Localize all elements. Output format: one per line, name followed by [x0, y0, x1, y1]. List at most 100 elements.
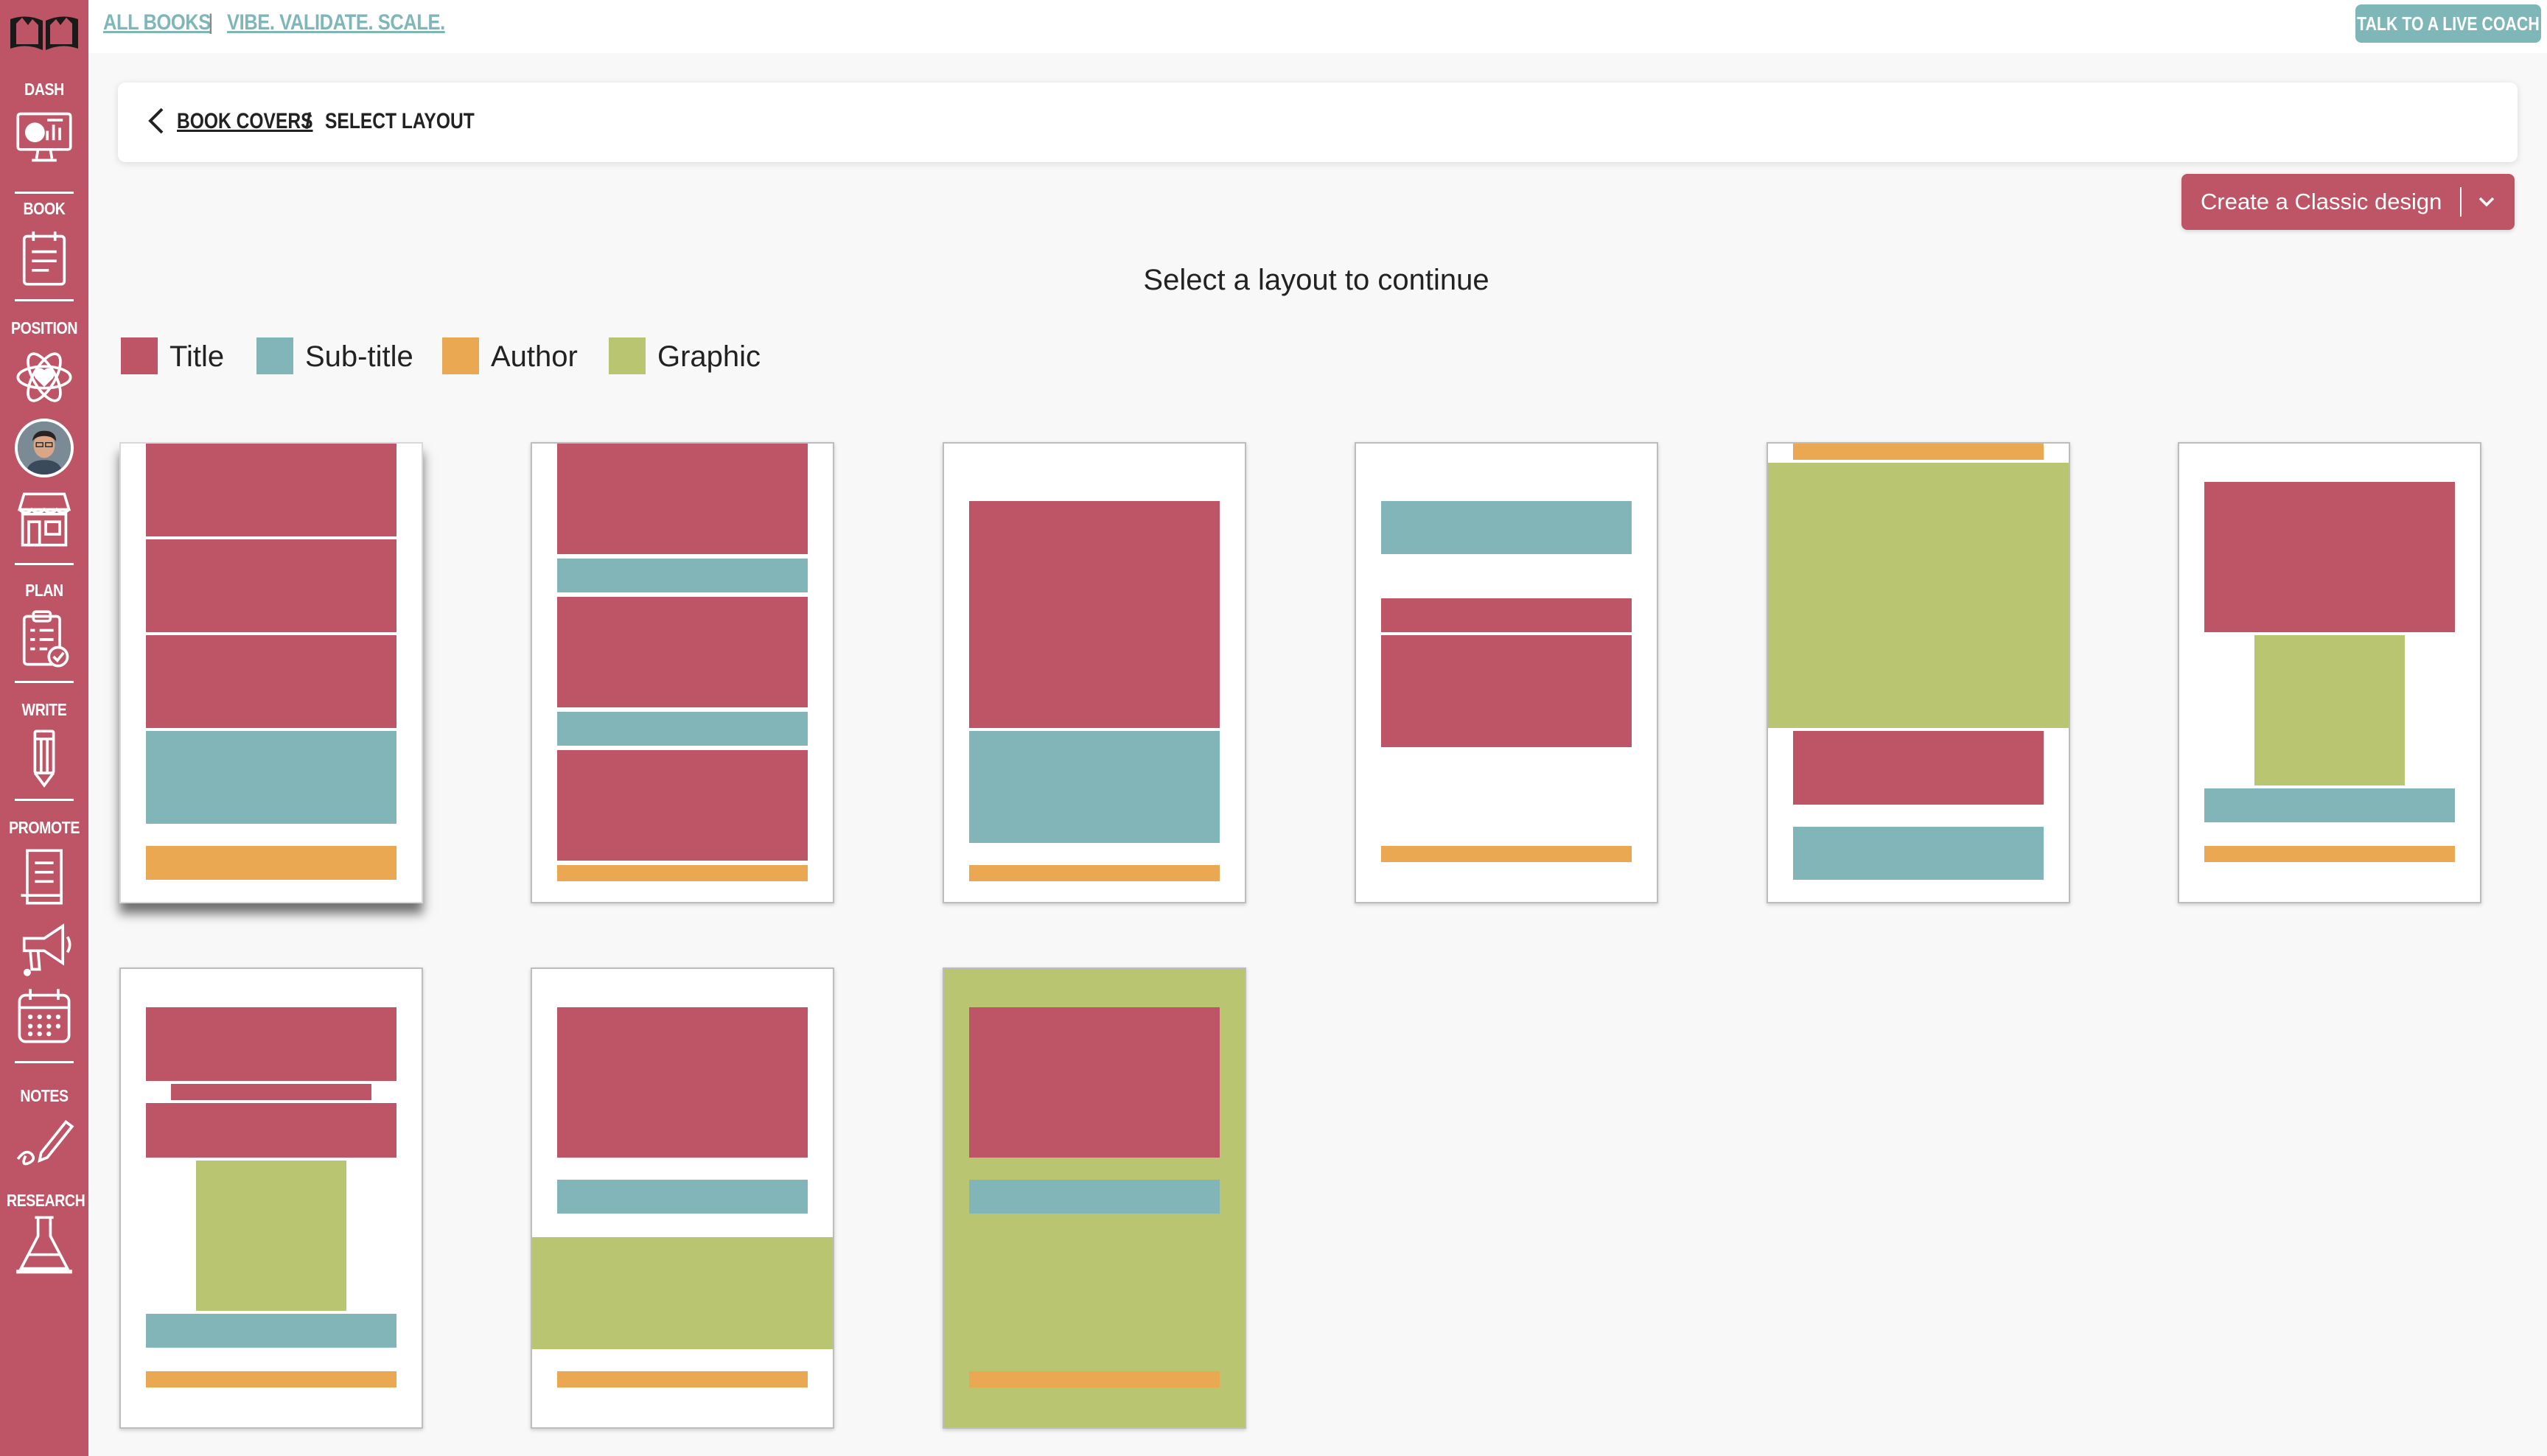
graphic-block — [196, 1161, 346, 1311]
title-block — [969, 501, 1220, 728]
button-divider — [2460, 187, 2462, 217]
subtitle-block — [146, 1314, 396, 1348]
open-book-icon[interactable] — [6, 9, 83, 55]
legend-swatch-title — [121, 337, 158, 374]
chevron-left-icon[interactable] — [142, 105, 174, 137]
author-block — [557, 865, 808, 881]
chevron-down-icon[interactable] — [2472, 187, 2501, 217]
title-block — [2204, 482, 2455, 632]
notebook-icon[interactable] — [12, 225, 77, 290]
subtitle-block — [557, 712, 808, 746]
breadcrumb-separator: / — [305, 109, 312, 133]
sidebar-label-promote: PROMOTE — [9, 818, 80, 837]
legend-swatch-subtitle — [256, 337, 293, 374]
title-block — [1381, 598, 1632, 632]
clipboard-check-icon[interactable] — [12, 607, 77, 672]
title-block — [146, 539, 396, 632]
legend-label-graphic: Graphic — [657, 340, 761, 373]
all-books-link[interactable]: ALL BOOKS — [103, 10, 211, 35]
create-classic-design-button[interactable]: Create a Classic design — [2181, 174, 2515, 230]
page-heading: Select a layout to continue — [1143, 264, 1489, 296]
author-block — [1793, 444, 2044, 460]
title-block — [146, 1103, 396, 1158]
pencil-icon[interactable] — [12, 725, 77, 790]
graphic-block — [532, 1237, 833, 1349]
legend-label-title: Title — [170, 340, 225, 373]
layout-card-1[interactable] — [119, 442, 423, 903]
author-block — [146, 846, 396, 880]
top-bar: ALL BOOKS | VIBE. VALIDATE. SCALE. TALK … — [88, 0, 2547, 53]
talk-to-coach-button[interactable]: TALK TO A LIVE COACH — [2355, 4, 2541, 43]
sidebar-divider — [15, 1061, 74, 1063]
author-block — [557, 1371, 808, 1387]
subtitle-block — [969, 731, 1220, 843]
title-block — [557, 444, 808, 554]
sidebar-divider — [15, 299, 74, 301]
title-block — [557, 750, 808, 861]
sidebar-label-research: RESEARCH — [7, 1191, 85, 1210]
sidebar-label-book: BOOK — [23, 199, 66, 218]
title-block — [146, 635, 396, 728]
graphic-block — [2254, 635, 2405, 785]
calendar-icon[interactable] — [12, 984, 77, 1049]
megaphone-icon[interactable] — [12, 914, 77, 979]
layout-card-9[interactable] — [943, 967, 1246, 1429]
breadcrumb-book-covers[interactable]: BOOK COVERS — [177, 109, 313, 133]
subtitle-block — [2204, 788, 2455, 822]
title-block — [557, 1007, 808, 1158]
layout-card-4[interactable] — [1355, 442, 1658, 903]
document-icon[interactable] — [12, 844, 77, 909]
sidebar-label-dash: DASH — [24, 80, 64, 99]
layout-card-6[interactable] — [2178, 442, 2481, 903]
legend-swatch-author — [442, 337, 479, 374]
title-block — [557, 597, 808, 707]
author-block — [969, 1371, 1220, 1387]
graphic-block — [1768, 463, 2069, 728]
legend-label-subtitle: Sub-title — [305, 340, 413, 373]
author-block — [969, 865, 1220, 881]
tagline-link[interactable]: VIBE. VALIDATE. SCALE. — [227, 10, 445, 35]
layout-card-7[interactable] — [119, 967, 423, 1429]
dashboard-monitor-icon[interactable] — [12, 105, 77, 169]
author-block — [1381, 846, 1632, 862]
sidebar: DASH BOOK POSITION — [0, 0, 88, 1456]
sidebar-label-position: POSITION — [10, 318, 78, 337]
title-block — [171, 1084, 371, 1100]
sidebar-divider — [15, 192, 74, 194]
author-block — [2204, 846, 2455, 862]
layout-card-8[interactable] — [531, 967, 834, 1429]
author-block — [146, 1371, 396, 1387]
sidebar-label-write: WRITE — [21, 700, 67, 719]
layout-card-3[interactable] — [943, 442, 1246, 903]
nav-separator: | — [208, 10, 214, 35]
storefront-icon[interactable] — [12, 486, 77, 551]
breadcrumb: BOOK COVERS / SELECT LAYOUT — [118, 83, 2518, 162]
flask-icon[interactable] — [12, 1211, 77, 1276]
subtitle-block — [557, 1180, 808, 1214]
layout-card-5[interactable] — [1767, 442, 2070, 903]
create-button-label: Create a Classic design — [2201, 189, 2442, 214]
atom-heart-icon[interactable] — [12, 345, 77, 410]
legend-swatch-graphic — [609, 337, 646, 374]
coach-button-label: TALK TO A LIVE COACH — [2357, 12, 2540, 35]
layout-card-2[interactable] — [531, 442, 834, 903]
subtitle-block — [146, 731, 396, 824]
pen-scribble-icon[interactable] — [12, 1113, 77, 1177]
sidebar-divider — [15, 563, 74, 565]
sidebar-divider — [15, 681, 74, 683]
sidebar-divider — [15, 799, 74, 801]
sidebar-label-plan: PLAN — [25, 581, 63, 600]
subtitle-block — [1793, 827, 2044, 880]
legend-label-author: Author — [491, 340, 578, 373]
subtitle-block — [969, 1180, 1220, 1214]
breadcrumb-current: SELECT LAYOUT — [325, 109, 475, 133]
title-block — [1793, 731, 2044, 805]
title-block — [146, 444, 396, 536]
title-block — [1381, 635, 1632, 747]
title-block — [969, 1007, 1220, 1158]
subtitle-block — [557, 559, 808, 592]
title-block — [146, 1007, 396, 1081]
sidebar-label-notes: NOTES — [20, 1086, 69, 1105]
subtitle-block — [1381, 501, 1632, 554]
avatar[interactable] — [15, 419, 74, 477]
